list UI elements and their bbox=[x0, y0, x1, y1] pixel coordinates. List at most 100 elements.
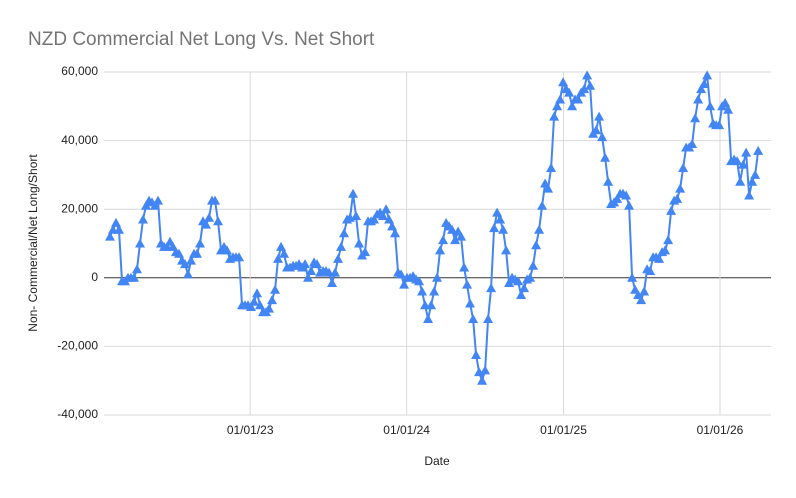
data-point bbox=[267, 295, 278, 305]
data-point bbox=[354, 238, 365, 248]
data-point bbox=[459, 262, 470, 272]
data-point bbox=[135, 238, 146, 248]
data-point bbox=[465, 298, 476, 308]
data-point bbox=[195, 238, 206, 248]
data-point bbox=[378, 211, 389, 221]
data-point bbox=[516, 289, 527, 299]
data-point bbox=[201, 219, 212, 229]
data-point bbox=[210, 195, 221, 205]
data-point bbox=[528, 260, 539, 270]
data-point bbox=[597, 132, 608, 142]
data-point bbox=[174, 248, 185, 258]
data-point bbox=[513, 276, 524, 286]
data-point bbox=[531, 240, 542, 250]
data-point bbox=[591, 125, 602, 135]
data-point bbox=[612, 193, 623, 203]
data-point bbox=[450, 235, 461, 245]
data-point bbox=[387, 221, 398, 231]
data-point bbox=[183, 269, 194, 279]
data-point bbox=[534, 224, 545, 234]
data-point bbox=[306, 265, 317, 275]
data-point bbox=[180, 259, 191, 269]
data-point bbox=[333, 253, 344, 263]
data-point bbox=[567, 101, 578, 111]
x-tick-label: 01/01/24 bbox=[383, 423, 430, 437]
data-point bbox=[213, 216, 224, 226]
data-point bbox=[105, 231, 116, 241]
data-point bbox=[222, 245, 233, 255]
data-point bbox=[360, 247, 371, 257]
data-point bbox=[705, 101, 716, 111]
data-point bbox=[525, 272, 536, 282]
data-point bbox=[264, 303, 275, 313]
data-point bbox=[741, 147, 752, 157]
data-point bbox=[723, 104, 734, 114]
data-point bbox=[369, 214, 380, 224]
data-point bbox=[384, 214, 395, 224]
data-point bbox=[573, 94, 584, 104]
data-point bbox=[639, 286, 650, 296]
data-point bbox=[678, 163, 689, 173]
data-point bbox=[720, 97, 731, 107]
data-point bbox=[753, 145, 764, 155]
data-point bbox=[501, 245, 512, 255]
data-point bbox=[495, 214, 506, 224]
data-point bbox=[204, 212, 215, 222]
data-point bbox=[417, 286, 428, 296]
data-point bbox=[486, 283, 497, 293]
data-point bbox=[675, 183, 686, 193]
data-point bbox=[687, 139, 698, 149]
data-point bbox=[636, 295, 647, 305]
y-tick-label: -20,000 bbox=[57, 339, 98, 353]
y-axis-label: Non- Commercial/Net Long/Short bbox=[26, 154, 40, 332]
data-point bbox=[390, 228, 401, 238]
data-point bbox=[672, 193, 683, 203]
data-point bbox=[396, 269, 407, 279]
data-point bbox=[519, 283, 530, 293]
data-point bbox=[600, 152, 611, 162]
data-point bbox=[660, 245, 671, 255]
data-point bbox=[153, 195, 164, 205]
data-point bbox=[186, 255, 197, 265]
data-point bbox=[693, 94, 704, 104]
data-point bbox=[351, 211, 362, 221]
data-point bbox=[129, 272, 140, 282]
data-point bbox=[114, 224, 125, 234]
data-point bbox=[381, 204, 392, 214]
data-point bbox=[552, 101, 563, 111]
data-point bbox=[246, 301, 257, 311]
data-point bbox=[744, 190, 755, 200]
data-point bbox=[558, 77, 569, 87]
y-tick-label: 0 bbox=[91, 270, 98, 284]
y-tick-label: 60,000 bbox=[61, 64, 98, 78]
data-point bbox=[150, 200, 161, 210]
data-point bbox=[654, 253, 665, 263]
data-point bbox=[471, 349, 482, 359]
data-point bbox=[594, 111, 605, 121]
data-point bbox=[549, 111, 560, 121]
data-point bbox=[399, 279, 410, 289]
x-tick-label: 01/01/23 bbox=[227, 423, 274, 437]
x-tick-label: 01/01/25 bbox=[540, 423, 587, 437]
data-point bbox=[429, 286, 440, 296]
data-point bbox=[279, 248, 290, 258]
data-point bbox=[339, 228, 350, 238]
data-point bbox=[138, 214, 149, 224]
data-point bbox=[141, 200, 152, 210]
data-point bbox=[438, 235, 449, 245]
data-point bbox=[255, 300, 266, 310]
data-point bbox=[348, 188, 359, 198]
data-point bbox=[276, 241, 287, 251]
data-point bbox=[546, 163, 557, 173]
data-point bbox=[111, 217, 122, 227]
data-point bbox=[498, 224, 509, 234]
data-point bbox=[690, 113, 701, 123]
data-point bbox=[300, 259, 311, 269]
data-point bbox=[603, 176, 614, 186]
data-point bbox=[732, 156, 743, 166]
data-point bbox=[666, 205, 677, 215]
data-point bbox=[582, 70, 593, 80]
data-point bbox=[627, 272, 638, 282]
data-point bbox=[192, 248, 203, 258]
